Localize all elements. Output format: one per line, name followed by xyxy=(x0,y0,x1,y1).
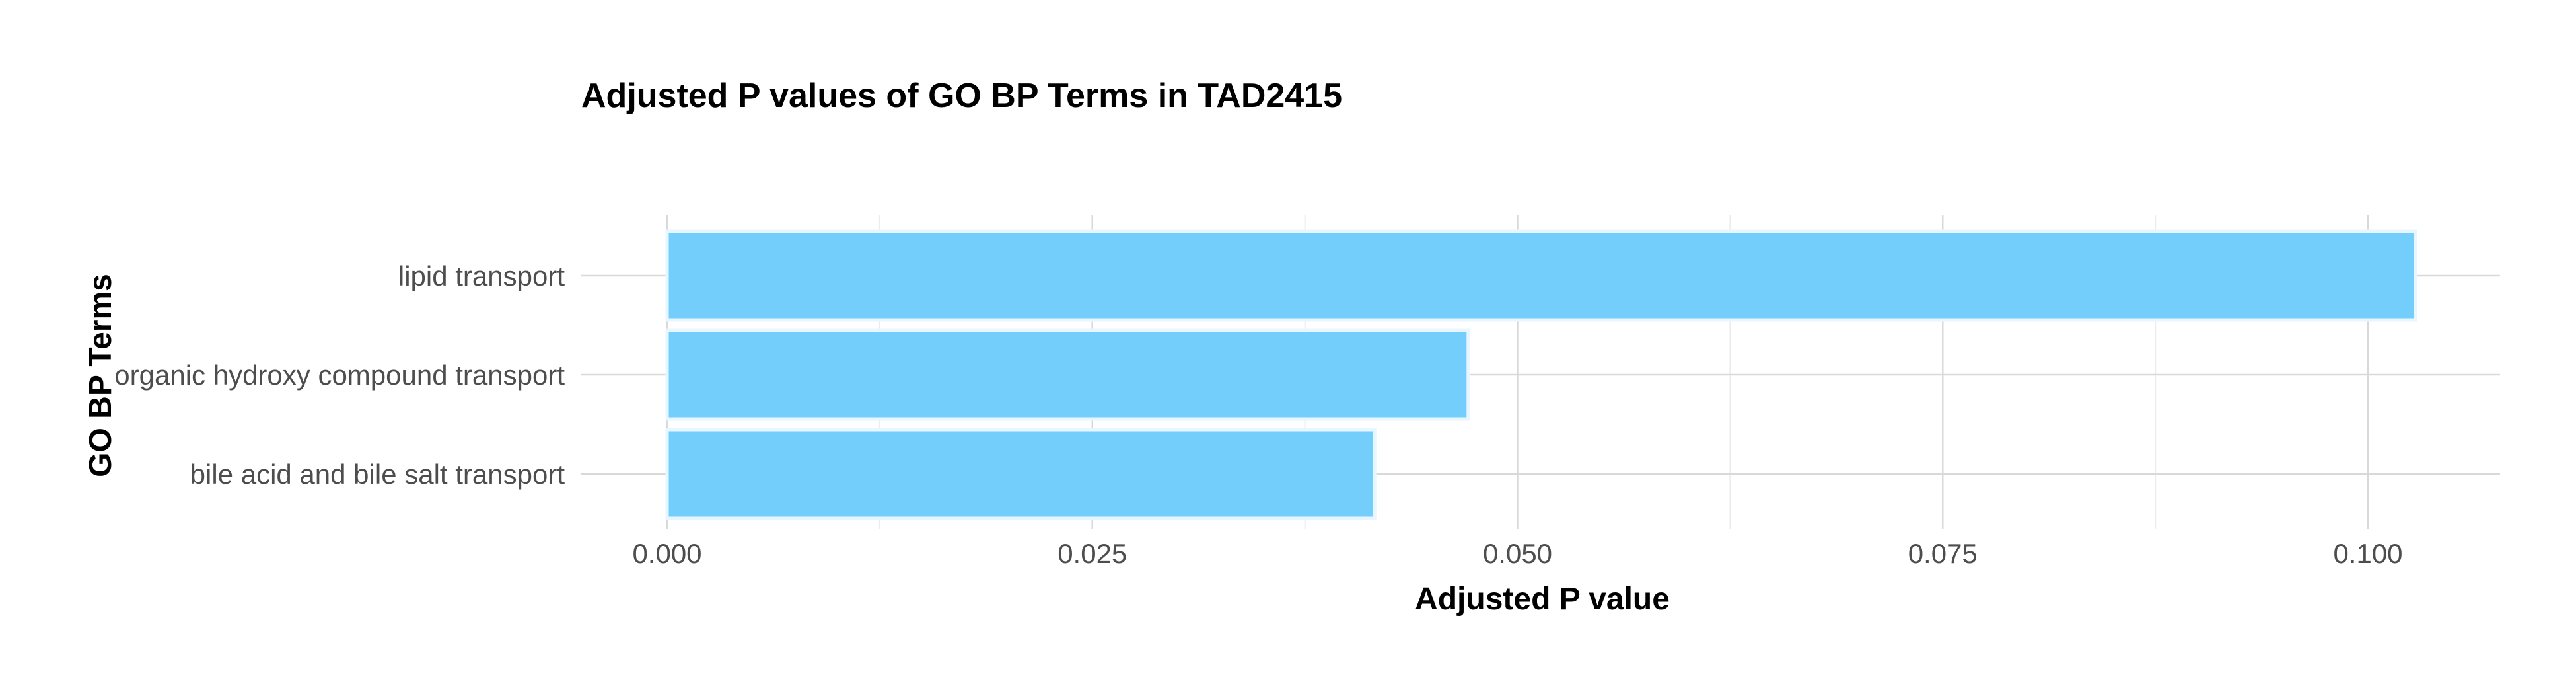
y-tick-labels: lipid transport organic hydroxy compound … xyxy=(114,260,565,490)
bar-lipid-transport xyxy=(665,229,2417,322)
y-axis-title: GO BP Terms xyxy=(83,274,118,477)
bars xyxy=(665,229,2417,520)
x-tick-label: 0.050 xyxy=(1483,538,1552,569)
bar-organic-hydroxy-compound-transport xyxy=(665,328,1470,421)
x-tick-label: 0.025 xyxy=(1057,538,1127,569)
y-tick-label: bile acid and bile salt transport xyxy=(190,459,565,490)
x-axis-title: Adjusted P value xyxy=(1415,582,1670,617)
y-tick-label: lipid transport xyxy=(398,260,565,291)
chart-title: Adjusted P values of GO BP Terms in TAD2… xyxy=(581,77,1342,115)
x-tick-label: 0.075 xyxy=(1908,538,1978,569)
x-tick-label: 0.100 xyxy=(2333,538,2402,569)
bar-bile-acid-and-bile-salt-transport xyxy=(665,428,1377,520)
y-tick-label: organic hydroxy compound transport xyxy=(114,360,565,391)
x-tick-labels: 0.000 0.025 0.050 0.075 0.100 xyxy=(632,538,2402,569)
x-tick-label: 0.000 xyxy=(632,538,701,569)
